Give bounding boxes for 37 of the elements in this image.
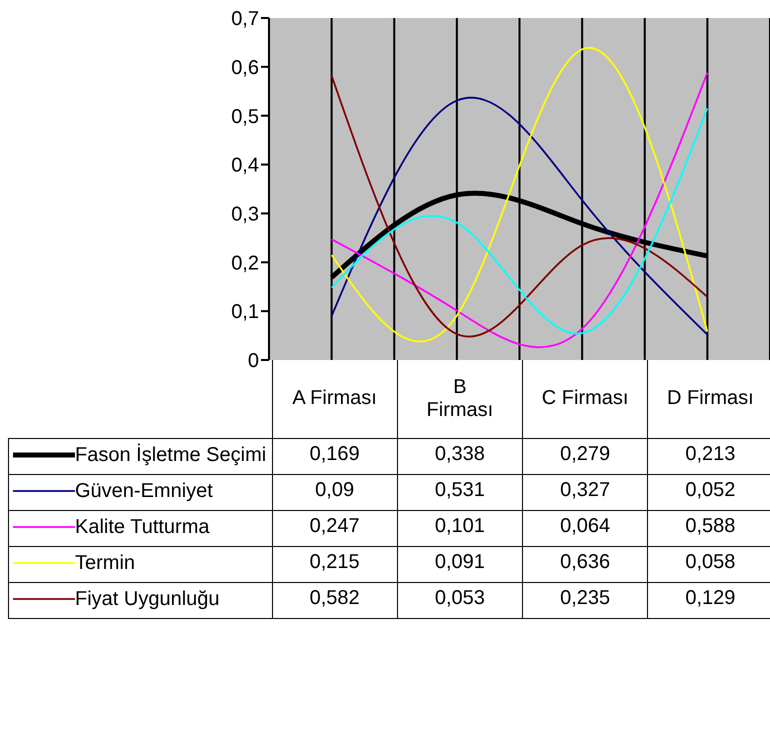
data-label: 0,064: [522, 510, 648, 546]
y-tick-label: 0,4: [231, 154, 259, 177]
x-tick-label: B Firması: [397, 360, 522, 438]
data-label: 0,247: [272, 510, 398, 546]
data-label: 0,101: [397, 510, 522, 546]
legend-label: Kalite Tutturma: [75, 514, 210, 540]
data-label: 0,091: [397, 546, 522, 582]
data-label: 0,531: [397, 474, 522, 510]
data-label: 0,338: [397, 438, 522, 474]
y-tick-label: 0,7: [231, 8, 259, 30]
data-label: 0,053: [397, 582, 522, 618]
data-label: 0,058: [648, 546, 770, 582]
x-tick-label: A Firması: [272, 360, 398, 438]
x-tick-label: C Firması: [522, 360, 648, 438]
x-tick-label: D Firması: [648, 360, 770, 438]
data-label: 0,588: [648, 510, 770, 546]
data-label: 0,279: [522, 438, 648, 474]
data-label: 0,235: [522, 582, 648, 618]
data-label: 0,215: [272, 546, 398, 582]
legend-label: Termin: [75, 550, 136, 576]
data-label: 0,052: [648, 474, 770, 510]
data-label: 0,582: [272, 582, 398, 618]
data-label: 0,169: [272, 438, 398, 474]
data-label: 0,09: [272, 474, 398, 510]
y-tick-label: 0,2: [231, 252, 259, 274]
data-label: 0,129: [648, 582, 770, 618]
data-label: 0,327: [522, 474, 648, 510]
legend-label: Fiyat Uygunluğu: [75, 586, 220, 612]
y-tick-label: 0,3: [231, 204, 259, 226]
y-tick-label: 0: [248, 350, 259, 372]
y-tick-label: 0,5: [231, 106, 259, 128]
y-tick-label: 0,1: [231, 301, 259, 324]
y-tick-label: 0,6: [231, 56, 259, 79]
legend-label: Fason İşletme Seçimi: [75, 442, 266, 468]
data-label: 0,636: [522, 546, 648, 582]
legend-label: Güven-Emniyet: [75, 478, 213, 504]
data-label: 0,213: [648, 438, 770, 474]
